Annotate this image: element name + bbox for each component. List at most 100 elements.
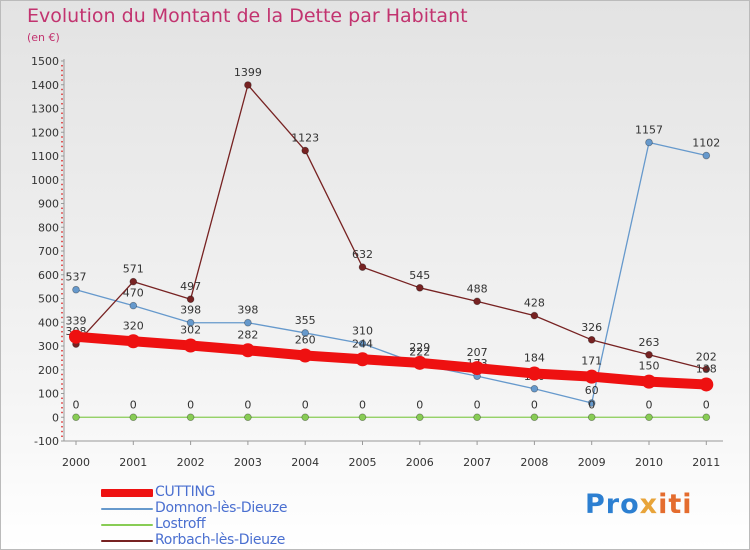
data-label: 244 [352, 337, 373, 350]
data-label: 0 [187, 398, 194, 411]
data-point [412, 355, 427, 370]
y-minor-tick [61, 183, 63, 186]
data-point [530, 311, 539, 320]
y-minor-tick [61, 335, 63, 338]
data-point [244, 318, 252, 327]
data-point [244, 413, 252, 422]
data-label: 310 [352, 325, 373, 338]
y-minor-tick [61, 288, 63, 290]
y-minor-tick [61, 121, 63, 124]
data-label: 428 [524, 297, 545, 310]
data-point [470, 361, 485, 376]
y-minor-tick [61, 240, 63, 243]
y-minor-tick [61, 126, 63, 129]
data-label: 0 [416, 398, 423, 411]
series-line-0 [71, 331, 712, 390]
y-minor-tick [61, 292, 63, 295]
data-point [183, 338, 198, 353]
data-point [702, 413, 711, 422]
y-minor-tick [61, 278, 63, 281]
data-label: 0 [646, 398, 653, 411]
y-minor-tick [61, 150, 63, 153]
data-point [186, 413, 195, 422]
data-point [530, 384, 539, 393]
data-label: 302 [180, 324, 201, 337]
data-label: 222 [409, 346, 430, 359]
data-point [358, 263, 367, 271]
data-point [530, 413, 539, 422]
data-point [702, 365, 711, 374]
data-point [69, 329, 83, 344]
y-tick-label: 1300 [31, 103, 59, 116]
data-label: 0 [302, 398, 309, 411]
data-point [129, 301, 138, 310]
y-tick-label: 1400 [31, 79, 59, 92]
y-minor-tick [61, 197, 63, 200]
data-point [473, 413, 481, 422]
y-minor-tick [61, 430, 63, 433]
data-point [699, 377, 714, 392]
data-point [129, 277, 138, 286]
legend-swatch [101, 508, 153, 510]
y-minor-tick [61, 302, 63, 305]
y-minor-tick [61, 435, 63, 438]
y-minor-tick [61, 373, 63, 376]
y-minor-tick [61, 311, 63, 314]
y-minor-tick [61, 221, 63, 224]
data-label: 184 [524, 352, 545, 365]
series-line-1 [75, 141, 707, 404]
y-minor-tick [61, 378, 63, 381]
x-tick-label: 2006 [406, 456, 434, 469]
y-tick-label: 900 [38, 198, 59, 211]
y-minor-tick [61, 411, 63, 414]
y-minor-tick [61, 231, 63, 233]
legend-swatch [101, 489, 153, 497]
y-minor-tick [61, 117, 63, 119]
y-minor-tick [61, 307, 63, 309]
y-minor-tick [61, 140, 63, 143]
y-minor-tick [61, 212, 63, 214]
data-point [301, 329, 310, 337]
data-label: 207 [467, 346, 488, 359]
y-minor-tick [61, 216, 63, 219]
y-tick-label: 0 [52, 411, 59, 424]
data-label: 202 [696, 350, 717, 363]
legend-label: Lostroff [155, 516, 206, 532]
legend-item: Rorbach-lès-Dieuze [101, 532, 361, 549]
data-label: 1123 [291, 132, 319, 145]
y-minor-tick [61, 364, 63, 366]
y-minor-tick [61, 136, 63, 138]
data-label: 171 [581, 355, 602, 368]
x-tick-label: 2011 [692, 456, 720, 469]
data-label: 0 [359, 398, 366, 411]
data-label: 0 [474, 398, 481, 411]
x-tick-label: 2001 [119, 456, 147, 469]
y-minor-tick [61, 112, 63, 115]
y-minor-tick [61, 421, 63, 423]
data-point [72, 285, 80, 294]
data-label: 339 [66, 315, 87, 328]
y-minor-tick [61, 359, 63, 362]
y-minor-tick [61, 264, 63, 267]
x-tick-label: 2003 [234, 456, 262, 469]
y-tick-label: 400 [38, 316, 59, 329]
y-minor-tick [61, 340, 63, 343]
y-minor-tick [61, 402, 63, 404]
y-minor-tick [61, 397, 63, 400]
data-label: 1399 [234, 66, 262, 79]
y-minor-tick [61, 102, 63, 105]
data-label: 260 [295, 334, 316, 347]
y-minor-tick [61, 425, 63, 428]
y-minor-tick [61, 164, 63, 167]
data-label: 282 [237, 328, 258, 341]
data-label: 571 [123, 263, 144, 276]
y-minor-tick [61, 145, 63, 148]
data-label: 0 [531, 398, 538, 411]
data-label: 488 [467, 282, 488, 295]
data-label: 0 [73, 398, 80, 411]
data-label: 0 [588, 398, 595, 411]
data-point [126, 334, 141, 349]
data-point [244, 81, 252, 89]
